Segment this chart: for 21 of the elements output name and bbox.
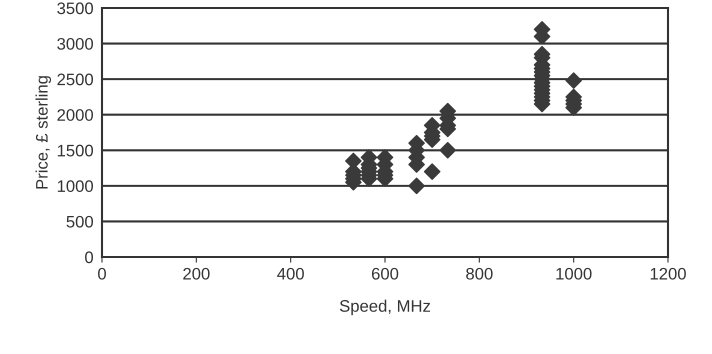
y-tick-label: 2500 — [57, 74, 94, 86]
x-tick-label: 200 — [183, 268, 210, 280]
x-axis-title: Speed, MHz — [340, 300, 430, 316]
y-tick-label: 1000 — [58, 180, 94, 192]
x-tick-label: 800 — [466, 268, 493, 280]
y-tick-label: 1500 — [58, 144, 94, 156]
y-tick-label: 3000 — [57, 38, 94, 50]
point — [565, 72, 582, 89]
x-tick-label: 0 — [98, 268, 106, 280]
y-tick-label: 0 — [85, 251, 94, 264]
x-tick-label: 600 — [372, 268, 398, 280]
x-tick-label: 1000 — [556, 268, 592, 280]
x-tick-label: 400 — [277, 268, 304, 280]
y-tick-label: 3500 — [57, 2, 94, 14]
y-axis-title: Price, £ sterling — [36, 76, 52, 189]
x-tick-label: 1200 — [650, 268, 686, 280]
point — [424, 163, 440, 180]
point — [439, 142, 456, 159]
y-tick-label: 2000 — [57, 109, 94, 121]
y-tick-label: 500 — [66, 216, 94, 228]
point — [408, 178, 425, 194]
